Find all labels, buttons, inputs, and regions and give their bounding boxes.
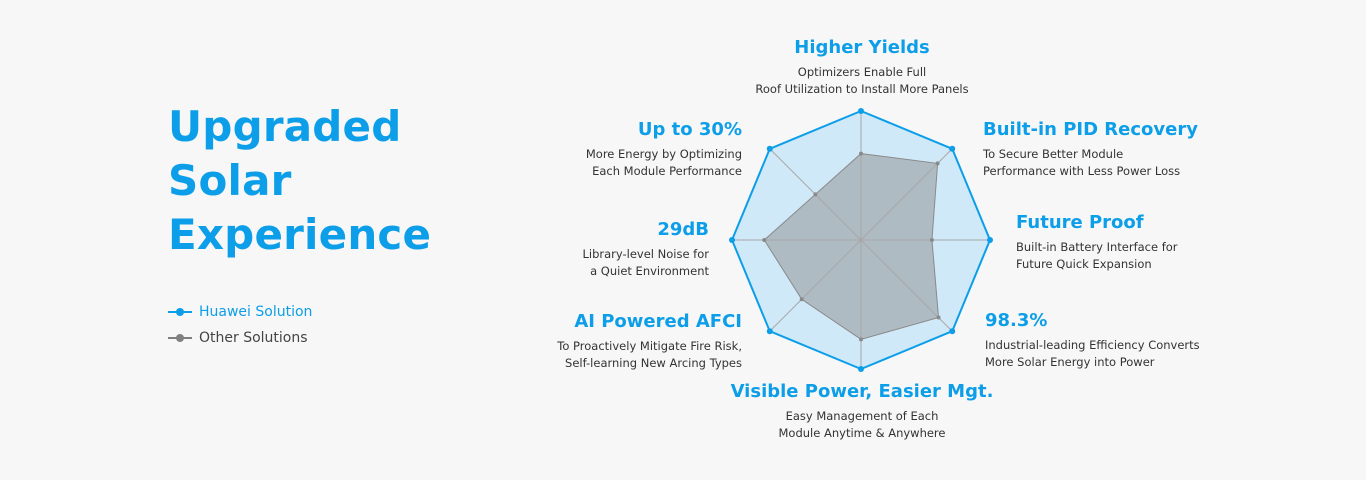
feature-description: Library-level Noise for a Quiet Environm… xyxy=(582,246,709,280)
feature-visible-power: Visible Power, Easier Mgt. Easy Manageme… xyxy=(731,380,994,442)
description-line: Future Quick Expansion xyxy=(1016,257,1152,271)
data-point-other xyxy=(929,238,934,242)
page-title: Upgraded Solar Experience xyxy=(168,100,498,262)
feature-title: Visible Power, Easier Mgt. xyxy=(730,381,994,402)
feature-pid-recovery: Built-in PID Recovery To Secure Better M… xyxy=(983,118,1198,180)
feature-description: More Energy by Optimizing Each Module Pe… xyxy=(586,146,742,180)
data-point-other xyxy=(799,297,804,302)
description-line: a Quiet Environment xyxy=(590,264,709,278)
feature-title: Future Proof xyxy=(1016,212,1144,233)
data-point-other xyxy=(813,192,818,197)
feature-title: 29dB xyxy=(657,219,709,240)
legend-label: Huawei Solution xyxy=(199,304,313,320)
axis-spoke xyxy=(860,239,953,332)
description-line: More Energy by Optimizing xyxy=(585,147,742,161)
feature-title: Up to 30% xyxy=(637,119,742,140)
feature-description: Optimizers Enable Full Roof Utilization … xyxy=(755,64,968,98)
description-line: Performance with Less Power Loss xyxy=(983,164,1181,178)
data-point-huawei xyxy=(766,145,773,152)
feature-efficiency: 98.3% Industrial-leading Efficiency Conv… xyxy=(985,309,1200,371)
description-line: Module Anytime & Anywhere xyxy=(778,426,946,440)
description-line: Easy Management of Each xyxy=(785,409,939,423)
data-point-other xyxy=(935,161,940,166)
data-point-other xyxy=(859,151,863,156)
feature-title: AI Powered AFCI xyxy=(574,311,742,332)
legend-item-huawei: Huawei Solution xyxy=(168,299,312,325)
data-point-huawei xyxy=(987,237,993,243)
description-line: To Secure Better Module xyxy=(983,147,1124,161)
feature-higher-yields: Higher Yields Optimizers Enable Full Roo… xyxy=(755,36,968,98)
chart-legend: Huawei Solution Other Solutions xyxy=(168,299,312,351)
title-line: Upgraded xyxy=(168,102,402,151)
legend-item-other: Other Solutions xyxy=(168,325,312,351)
feature-title: 98.3% xyxy=(985,310,1048,331)
description-line: Self-learning New Arcing Types xyxy=(565,356,742,370)
description-line: Roof Utilization to Install More Panels xyxy=(755,82,969,96)
data-point-huawei xyxy=(766,328,773,335)
line-marker-icon xyxy=(168,332,192,344)
description-line: More Solar Energy into Power xyxy=(985,355,1155,369)
feature-description: Easy Management of Each Module Anytime &… xyxy=(731,408,994,442)
data-point-huawei xyxy=(729,237,735,243)
legend-label: Other Solutions xyxy=(199,330,308,346)
data-point-huawei xyxy=(949,328,956,335)
description-line: To Proactively Mitigate Fire Risk, xyxy=(557,339,742,353)
feature-energy-gain: Up to 30% More Energy by Optimizing Each… xyxy=(586,118,742,180)
feature-description: Built-in Battery Interface for Future Qu… xyxy=(1016,239,1178,273)
axis-spoke xyxy=(769,239,862,332)
data-point-huawei xyxy=(858,366,864,372)
data-point-other xyxy=(762,238,767,242)
data-point-huawei xyxy=(949,145,956,152)
description-line: Library-level Noise for xyxy=(582,247,709,261)
feature-title: Built-in PID Recovery xyxy=(983,119,1198,140)
data-point-huawei xyxy=(858,108,864,114)
feature-description: To Proactively Mitigate Fire Risk, Self-… xyxy=(557,338,742,372)
feature-ai-afci: AI Powered AFCI To Proactively Mitigate … xyxy=(557,310,742,372)
feature-future-proof: Future Proof Built-in Battery Interface … xyxy=(1016,211,1178,273)
feature-description: To Secure Better Module Performance with… xyxy=(983,146,1198,180)
feature-description: Industrial-leading Efficiency Converts M… xyxy=(985,337,1200,371)
feature-title: Higher Yields xyxy=(794,37,930,58)
description-line: Each Module Performance xyxy=(592,164,742,178)
title-line: Experience xyxy=(168,210,432,259)
description-line: Built-in Battery Interface for xyxy=(1016,240,1178,254)
description-line: Optimizers Enable Full xyxy=(797,65,927,79)
data-point-other xyxy=(859,337,863,342)
description-line: Industrial-leading Efficiency Converts xyxy=(985,338,1200,352)
feature-noise: 29dB Library-level Noise for a Quiet Env… xyxy=(582,218,709,280)
data-point-other xyxy=(936,315,941,320)
line-marker-icon xyxy=(168,306,192,318)
title-line: Solar xyxy=(168,156,292,205)
